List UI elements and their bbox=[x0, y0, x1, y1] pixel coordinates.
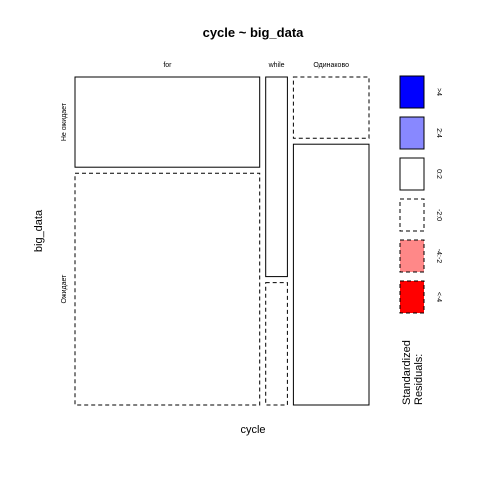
row-label-2: Ожидает bbox=[61, 274, 68, 304]
legend-label-5: -4:-2 bbox=[435, 249, 442, 264]
column-labels: for while Одинаково bbox=[163, 62, 349, 69]
legend-swatch-4 bbox=[399, 198, 425, 232]
column-label-while: while bbox=[268, 62, 285, 69]
row-label-1: Не ожидает bbox=[61, 102, 68, 141]
legend-label-4: -2:0 bbox=[435, 209, 442, 221]
tile-for-1 bbox=[74, 76, 261, 168]
legend-title-line-1: Standardized bbox=[401, 340, 413, 405]
mosaic-tiles bbox=[74, 76, 370, 406]
tile-while-2 bbox=[265, 282, 288, 406]
legend-swatch-1 bbox=[399, 75, 425, 109]
column-label-for: for bbox=[163, 62, 172, 69]
tile-одинаково-2 bbox=[292, 143, 370, 406]
x-axis-title: cycle bbox=[240, 424, 265, 436]
legend-swatch-5 bbox=[399, 239, 425, 273]
legend-swatch-6 bbox=[399, 280, 425, 314]
legend-label-6: <-4 bbox=[435, 292, 442, 302]
legend-label-1: >4 bbox=[435, 88, 442, 96]
chart-title: cycle ~ big_data bbox=[203, 25, 305, 40]
legend-swatch-2 bbox=[399, 116, 425, 150]
y-axis-title: big_data bbox=[33, 209, 45, 252]
legend-label-3: 0:2 bbox=[435, 169, 442, 179]
tile-while-1 bbox=[265, 76, 288, 278]
legend-title-line-2: Residuals: bbox=[413, 354, 425, 405]
legend-label-2: 2:4 bbox=[435, 128, 442, 138]
legend: >4 2:4 0:2 -2:0 -4:-2 <-4 Standardized Residual… bbox=[399, 75, 442, 405]
column-label-одинаково: Одинаково bbox=[313, 62, 349, 69]
row-labels: Не ожидает Ожидает bbox=[61, 102, 68, 303]
legend-swatch-3 bbox=[399, 157, 425, 191]
tile-for-2 bbox=[74, 172, 261, 406]
tile-одинаково-1 bbox=[292, 76, 370, 139]
